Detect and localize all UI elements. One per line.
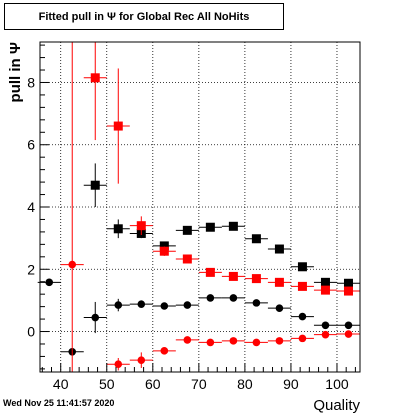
data-point-circle	[160, 347, 169, 355]
data-point-square	[274, 244, 284, 254]
data-point-square	[297, 281, 307, 291]
data-point-square	[136, 221, 146, 231]
x-tick-label: 40	[53, 376, 69, 392]
chart-title-box: Fitted pull in Ψ for Global Rec All NoHi…	[4, 3, 284, 30]
data-point-circle	[229, 294, 238, 302]
x-tick-label: 60	[145, 376, 161, 392]
data-point-circle	[252, 338, 261, 347]
data-point-circle	[137, 356, 146, 364]
data-point-square	[182, 254, 192, 264]
y-axis-label: pull in Ψ	[7, 42, 24, 102]
data-point-square	[251, 234, 261, 244]
data-point-square	[159, 246, 169, 256]
data-point-circle	[68, 260, 77, 269]
data-point-square	[205, 222, 215, 232]
data-points	[37, 42, 360, 372]
data-point-circle	[91, 313, 100, 322]
data-point-square	[320, 277, 330, 287]
data-point-square	[228, 221, 238, 231]
y-tick-label: 2	[27, 261, 35, 277]
data-point-square	[274, 277, 284, 287]
data-point-square	[320, 285, 330, 295]
data-point-circle	[45, 278, 54, 287]
data-point-circle	[344, 321, 353, 330]
data-point-square	[159, 241, 169, 251]
x-tick-label: 90	[283, 376, 299, 392]
axis-ticks: 40 50 60 70 80 90 100 0 2 4 6 8	[27, 44, 356, 392]
data-point-circle	[298, 312, 307, 321]
data-point-circle	[183, 336, 192, 344]
data-point-circle	[298, 334, 307, 343]
data-point-square	[182, 225, 192, 235]
data-point-square	[113, 121, 123, 131]
data-point-circle	[229, 337, 238, 345]
data-point-circle	[321, 330, 330, 339]
data-point-square	[90, 180, 100, 190]
data-point-circle	[160, 302, 169, 310]
data-point-square	[113, 224, 123, 234]
y-tick-label: 6	[27, 137, 35, 153]
data-point-circle	[275, 304, 284, 312]
data-point-circle	[137, 300, 146, 308]
data-point-square	[297, 262, 307, 272]
data-point-square	[228, 271, 238, 281]
x-tick-label: 80	[237, 376, 253, 392]
x-axis-label: Quality	[313, 397, 360, 414]
data-point-square	[90, 73, 100, 83]
timestamp: Wed Nov 25 11:41:57 2020	[3, 398, 115, 408]
series-4	[60, 42, 360, 372]
data-point-circle	[183, 301, 192, 309]
series-2	[83, 42, 360, 296]
data-point-square	[205, 267, 215, 277]
data-point-circle	[252, 299, 261, 307]
data-point-circle	[114, 301, 123, 309]
data-point-circle	[206, 338, 215, 347]
series-3	[37, 278, 360, 356]
x-tick-label: 100	[325, 376, 349, 392]
data-point-circle	[275, 337, 284, 345]
grid	[40, 42, 360, 372]
data-point-square	[251, 274, 261, 284]
data-point-circle	[206, 294, 215, 302]
data-point-square	[343, 278, 353, 288]
chart-title: Fitted pull in Ψ for Global Rec All NoHi…	[38, 10, 250, 23]
series-1	[83, 163, 360, 288]
x-tick-label: 70	[191, 376, 207, 392]
data-point-circle	[321, 321, 330, 330]
data-point-circle	[344, 330, 353, 338]
data-point-square	[343, 286, 353, 296]
data-point-circle	[114, 360, 123, 369]
y-tick-label: 4	[27, 199, 35, 215]
x-tick-label: 50	[99, 376, 115, 392]
y-tick-label: 8	[27, 74, 35, 90]
y-tick-label: 0	[27, 324, 35, 340]
